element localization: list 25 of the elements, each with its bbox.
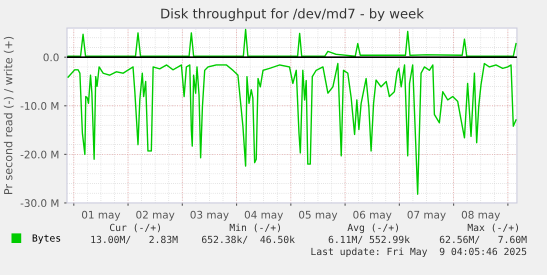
text: 62.56M/ 7.60M	[440, 236, 527, 244]
text: Last update: Fri May 9 04:05:46 2025	[311, 248, 526, 258]
text: 13.00M/ 2.83M	[91, 236, 178, 244]
y-axis-title: Pr second read (-) / write (+)	[4, 36, 14, 194]
x-tick-label: 07 may	[408, 210, 446, 221]
x-tick-label: 01 may	[82, 210, 120, 221]
text: Avg (-/+)	[348, 224, 398, 234]
x-tick-label: 02 may	[136, 210, 174, 221]
y-tick-label: -10.0 M	[20, 102, 58, 110]
legend-label: Bytes	[32, 234, 60, 244]
y-tick-label: 0.0	[43, 53, 59, 62]
x-tick-label: 08 may	[462, 210, 500, 221]
y-tick-label: -20.0 M	[20, 150, 58, 158]
text: Min (-/+)	[230, 224, 280, 232]
y-tick-label: -30.0 M	[20, 199, 58, 208]
text: Cur (-/+)	[110, 224, 160, 232]
x-tick-label: 04 may	[244, 210, 284, 221]
chart-title: Disk throughput for /dev/md7 - by week	[161, 8, 424, 22]
text: 652.38k/ 46.50k	[202, 236, 295, 244]
x-tick-label: 03 may	[190, 210, 229, 221]
text: Max (-/+)	[468, 224, 518, 232]
x-tick-label: 05 may	[299, 210, 338, 221]
text: 6.11M/ 552.99k	[328, 236, 410, 244]
x-tick-label: 06 may	[353, 210, 392, 221]
line-series	[67, 62, 517, 195]
